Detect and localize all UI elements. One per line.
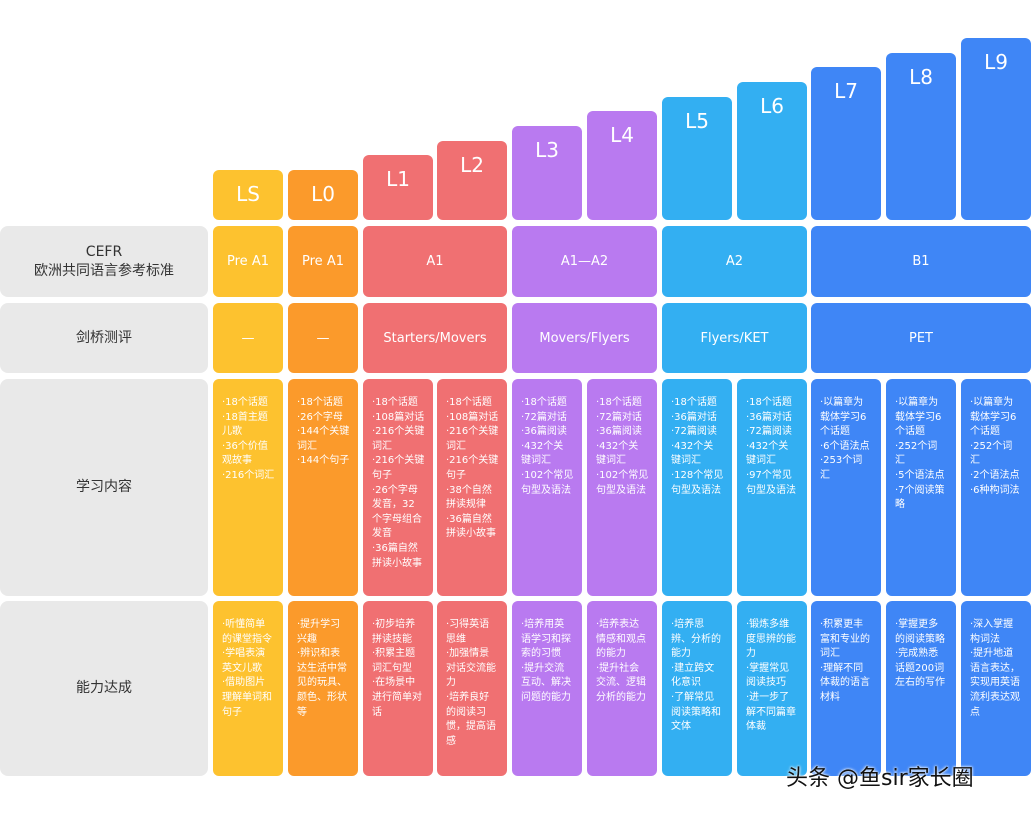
ability-cell-l4: ·培养表达 情感和观点 的能力 ·提升社会 交流、逻辑 分析的能力: [587, 601, 657, 776]
cambridge-cell-l7-l9: PET: [811, 303, 1031, 373]
level-tile-l2: L2: [437, 141, 507, 220]
ability-cell-l9: ·深入掌握 构词法 ·提升地道 语言表达， 实现用英语 流利表达观 点: [961, 601, 1031, 776]
content-cell-l2: ·18个话题 ·108篇对话 ·216个关键 词汇 ·216个关键 句子 ·38…: [437, 379, 507, 596]
ability-cell-ls: ·听懂简单 的课堂指令 ·学唱表演 英文儿歌 ·借助图片 理解单词和 句子: [213, 601, 283, 776]
content-cell-l8: ·以篇章为 载体学习6 个话题 ·252个词 汇 ·5个语法点 ·7个阅读策 略: [886, 379, 956, 596]
ability-cell-l6: ·锻炼多维 度思辨的能 力 ·掌握常见 阅读技巧 ·进一步了 解不同篇章 体裁: [737, 601, 807, 776]
ability-cell-l1: ·初步培养 拼读技能 ·积累主题 词汇句型 ·在场景中 进行简单对 话: [363, 601, 433, 776]
content-cell-ls: ·18个话题 ·18首主题 儿歌 ·36个价值 观故事 ·216个词汇: [213, 379, 283, 596]
cefr-cell-l7-l9: B1: [811, 226, 1031, 297]
cefr-cell-ls: Pre A1: [213, 226, 283, 297]
level-tile-l1: L1: [363, 155, 433, 220]
cefr-cell-l5-l6: A2: [662, 226, 807, 297]
content-cell-l3: ·18个话题 ·72篇对话 ·36篇阅读 ·432个关 键词汇 ·102个常见 …: [512, 379, 582, 596]
cambridge-cell-l3-l4: Movers/Flyers: [512, 303, 657, 373]
cambridge-cell-ls: —: [213, 303, 283, 373]
cefr-cell-l3-l4: A1—A2: [512, 226, 657, 297]
content-cell-l9: ·以篇章为 载体学习6 个话题 ·252个词 汇 ·2个语法点 ·6种构词法: [961, 379, 1031, 596]
watermark: 头条 @鱼sir家长圈: [786, 766, 974, 791]
level-tile-l8: L8: [886, 53, 956, 220]
level-tile-l5: L5: [662, 97, 732, 220]
ability-cell-l7: ·积累更丰 富和专业的 词汇 ·理解不同 体裁的语言 材料: [811, 601, 881, 776]
cambridge-cell-l1-l2: Starters/Movers: [363, 303, 507, 373]
cefr-cell-l0: Pre A1: [288, 226, 358, 297]
level-tile-l0: L0: [288, 170, 358, 220]
ability-cell-l5: ·培养思 辨、分析的 能力 ·建立跨文 化意识 ·了解常见 阅读策略和 文体: [662, 601, 732, 776]
ability-cell-l2: ·习得英语 思维 ·加强情景 对话交流能 力 ·培养良好 的阅读习 惯，提高语 …: [437, 601, 507, 776]
content-cell-l7: ·以篇章为 载体学习6 个话题 ·6个语法点 ·253个词 汇: [811, 379, 881, 596]
content-cell-l5: ·18个话题 ·36篇对话 ·72篇阅读 ·432个关 键词汇 ·128个常见 …: [662, 379, 732, 596]
cambridge-cell-l5-l6: Flyers/KET: [662, 303, 807, 373]
row-label-cambridge: 剑桥测评: [0, 303, 208, 373]
ability-cell-l3: ·培养用英 语学习和探 索的习惯 ·提升交流 互动、解决 问题的能力: [512, 601, 582, 776]
level-tile-l7: L7: [811, 67, 881, 220]
content-cell-l0: ·18个话题 ·26个字母 ·144个关键 词汇 ·144个句子: [288, 379, 358, 596]
level-tile-l4: L4: [587, 111, 657, 220]
content-cell-l6: ·18个话题 ·36篇对话 ·72篇阅读 ·432个关 键词汇 ·97个常见 句…: [737, 379, 807, 596]
content-cell-l1: ·18个话题 ·108篇对话 ·216个关键 词汇 ·216个关键 句子 ·26…: [363, 379, 433, 596]
level-tile-ls: LS: [213, 170, 283, 220]
row-label-content: 学习内容: [0, 379, 208, 596]
row-label-ability: 能力达成: [0, 601, 208, 776]
ability-cell-l0: ·提升学习 兴趣 ·辨识和表 达生活中常 见的玩具、 颜色、形状 等: [288, 601, 358, 776]
level-tile-l3: L3: [512, 126, 582, 220]
level-tile-l6: L6: [737, 82, 807, 220]
content-cell-l4: ·18个话题 ·72篇对话 ·36篇阅读 ·432个关 键词汇 ·102个常见 …: [587, 379, 657, 596]
cefr-cell-l1-l2: A1: [363, 226, 507, 297]
cambridge-cell-l0: —: [288, 303, 358, 373]
level-tile-l9: L9: [961, 38, 1031, 220]
ability-cell-l8: ·掌握更多 的阅读策略 ·完成熟悉 话题200词 左右的写作: [886, 601, 956, 776]
row-label-cefr: CEFR 欧洲共同语言参考标准: [0, 226, 208, 297]
